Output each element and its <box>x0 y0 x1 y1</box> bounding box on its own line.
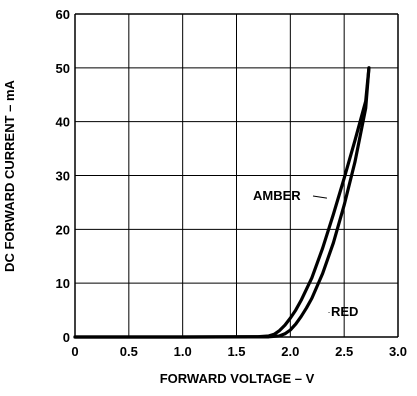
series-line-red <box>75 68 369 337</box>
x-tick-label-4: 2.0 <box>281 344 299 359</box>
grid-lines <box>75 14 398 337</box>
y-tick-label-3: 30 <box>56 169 70 184</box>
y-tick-label-6: 60 <box>56 7 70 22</box>
x-tick-label-0: 0 <box>71 344 78 359</box>
y-axis-title: DC FORWARD CURRENT – mA <box>2 79 17 271</box>
x-tick-label-6: 3.0 <box>389 344 407 359</box>
leader-line-amber <box>313 196 327 198</box>
y-tick-label-5: 50 <box>56 61 70 76</box>
series-line-amber <box>75 68 369 337</box>
y-tick-label-2: 20 <box>56 222 70 237</box>
x-axis-title: FORWARD VOLTAGE – V <box>160 371 315 386</box>
y-tick-label-1: 10 <box>56 276 70 291</box>
series-label-red: RED <box>331 304 358 319</box>
series-lines <box>75 68 369 337</box>
y-tick-label-0: 0 <box>63 330 70 345</box>
x-tick-label-1: 0.5 <box>120 344 138 359</box>
y-tick-label-4: 40 <box>56 115 70 130</box>
series-label-amber: AMBER <box>253 188 301 203</box>
x-tick-label-5: 2.5 <box>335 344 353 359</box>
x-tick-label-3: 1.5 <box>227 344 245 359</box>
x-tick-label-2: 1.0 <box>174 344 192 359</box>
